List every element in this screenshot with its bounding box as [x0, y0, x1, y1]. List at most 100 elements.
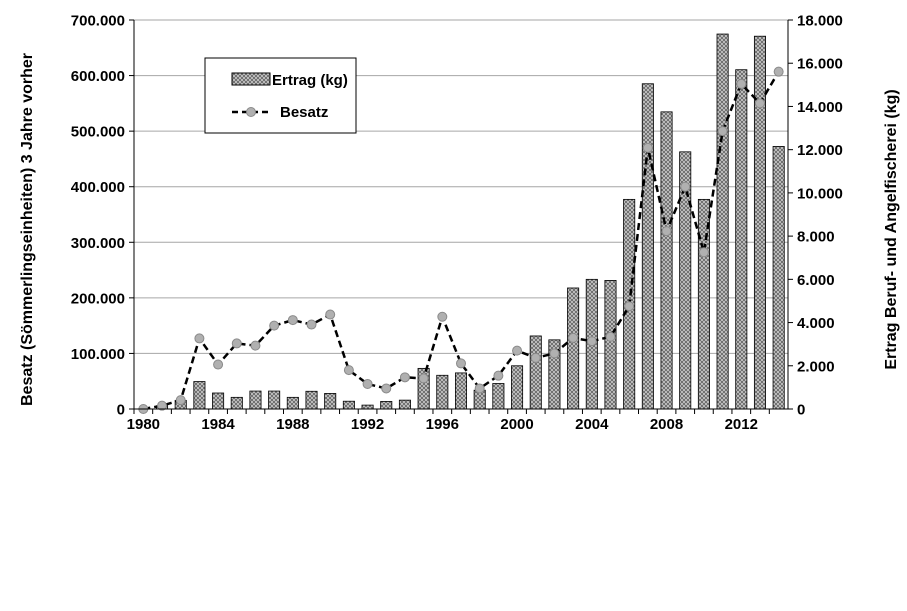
- marker-besatz: [717, 126, 728, 137]
- bar-ertrag: [230, 396, 243, 410]
- bar-ertrag: [305, 390, 318, 410]
- y-left-tick-label: 500.000: [71, 124, 125, 141]
- legend-label-besatz: Besatz: [280, 104, 328, 121]
- marker-besatz: [530, 352, 541, 363]
- bar-ertrag: [398, 399, 411, 410]
- marker-besatz: [773, 66, 784, 77]
- marker-besatz: [568, 332, 579, 343]
- y-axis-left-label: Besatz (Sömmerlingseinheiten) 3 Jahre vo…: [19, 53, 36, 406]
- y-right-tick-label: 12.000: [797, 142, 843, 159]
- bar-ertrag: [604, 280, 617, 410]
- bar-ertrag: [511, 365, 524, 410]
- marker-besatz: [642, 142, 653, 153]
- x-tick-label: 1996: [426, 416, 459, 433]
- y-right-tick-label: 16.000: [797, 56, 843, 73]
- y-left-tick-label: 0: [117, 402, 125, 419]
- marker-besatz: [549, 348, 560, 359]
- bar-ertrag: [753, 35, 766, 410]
- marker-besatz: [661, 226, 672, 237]
- marker-besatz: [493, 370, 504, 381]
- marker-besatz: [736, 78, 747, 89]
- marker-besatz: [269, 320, 280, 331]
- marker-besatz: [231, 338, 242, 349]
- marker-besatz: [624, 301, 635, 312]
- y-right-tick-label: 18.000: [797, 13, 843, 30]
- y-axis-right-label: Ertrag Beruf- und Angelfischerei (kg): [883, 89, 900, 369]
- y-left-tick-label: 400.000: [71, 179, 125, 196]
- y-left-tick-label: 700.000: [71, 13, 125, 30]
- y-right-tick-label: 2.000: [797, 358, 835, 375]
- marker-besatz: [157, 400, 168, 411]
- bar-ertrag: [436, 374, 449, 410]
- bar-ertrag: [772, 146, 785, 410]
- bar-ertrag: [454, 372, 468, 410]
- legend-marker-besatz: [246, 107, 256, 117]
- marker-besatz: [754, 98, 765, 109]
- bar-ertrag: [641, 83, 654, 410]
- marker-besatz: [456, 358, 466, 369]
- marker-besatz: [213, 359, 224, 370]
- legend-box: [204, 57, 357, 134]
- marker-besatz: [437, 311, 448, 322]
- marker-besatz: [175, 395, 186, 406]
- marker-besatz: [512, 345, 523, 356]
- marker-besatz: [287, 315, 298, 326]
- line-series-besatz: [138, 66, 784, 414]
- y-right-tick-label: 6.000: [797, 272, 835, 289]
- axes: 0 100.000 200.000 300.000 400.000 500.000 600.…: [71, 13, 843, 434]
- x-tick-label: 1984: [201, 416, 235, 433]
- marker-besatz: [680, 181, 691, 192]
- marker-besatz: [325, 309, 336, 320]
- y-left-tick-label: 200.000: [71, 290, 125, 307]
- y-right-tick-label: 0: [797, 402, 805, 419]
- marker-besatz: [194, 333, 205, 344]
- bar-ertrag: [660, 111, 673, 410]
- y-right-tick-label: 14.000: [797, 99, 843, 116]
- y-left-tick-label: 300.000: [71, 235, 125, 252]
- bar-ertrag: [697, 198, 710, 410]
- y-left-tick-label: 100.000: [71, 346, 125, 363]
- x-tick-label: 1980: [127, 416, 160, 433]
- legend: Ertrag (kg) Besatz: [204, 57, 357, 134]
- x-tick-label: 2004: [575, 416, 609, 433]
- y-right-tick-label: 10.000: [797, 185, 843, 202]
- x-tick-label: 2008: [650, 416, 683, 433]
- bar-ertrag: [529, 335, 542, 410]
- marker-besatz: [418, 373, 429, 384]
- bar-ertrag: [286, 396, 299, 410]
- marker-besatz: [586, 336, 597, 347]
- legend-label-ertrag: Ertrag (kg): [272, 72, 348, 89]
- marker-besatz: [474, 383, 485, 394]
- bar-ertrag: [567, 287, 580, 410]
- marker-besatz: [698, 247, 709, 258]
- bar-series-ertrag: [156, 33, 785, 410]
- bar-ertrag: [342, 400, 355, 410]
- x-tick-label: 1988: [276, 416, 309, 433]
- y-right-tick-label: 4.000: [797, 315, 835, 332]
- marker-besatz: [605, 331, 616, 342]
- bar-ertrag: [380, 401, 393, 410]
- bar-ertrag: [735, 69, 748, 410]
- y-left-tick-label: 600.000: [71, 68, 125, 85]
- marker-besatz: [381, 383, 392, 394]
- x-tick-label: 2000: [500, 416, 533, 433]
- bar-ertrag: [212, 392, 225, 410]
- bar-ertrag: [324, 393, 337, 410]
- legend-swatch-ertrag: [231, 72, 271, 86]
- bar-ertrag: [193, 381, 206, 410]
- marker-besatz: [399, 372, 410, 383]
- bar-ertrag: [249, 390, 262, 410]
- bar-ertrag: [492, 383, 505, 410]
- marker-besatz: [306, 319, 317, 330]
- marker-besatz: [250, 340, 261, 351]
- y-right-tick-label: 8.000: [797, 229, 835, 246]
- marker-besatz: [362, 378, 373, 389]
- x-tick-label: 2012: [725, 416, 758, 433]
- bar-ertrag: [716, 33, 729, 410]
- x-tick-label: 1992: [351, 416, 384, 433]
- bar-ertrag: [361, 404, 374, 410]
- bar-ertrag: [268, 390, 281, 410]
- marker-besatz: [343, 365, 354, 376]
